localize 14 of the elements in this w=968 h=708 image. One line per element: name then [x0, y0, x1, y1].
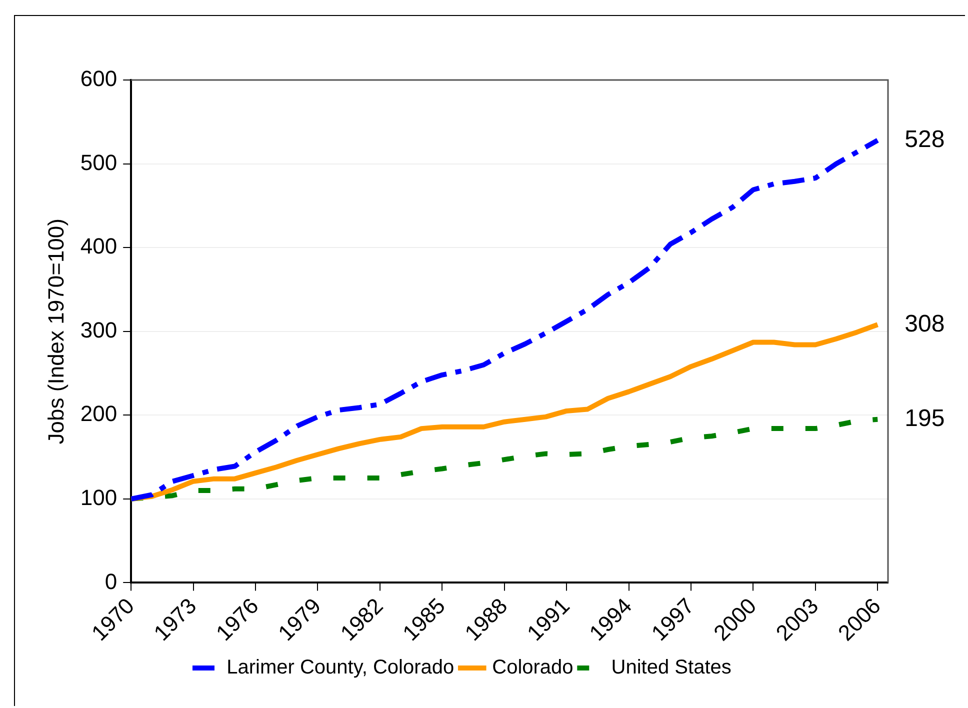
- y-tick-label: 300: [80, 317, 118, 342]
- y-tick-label: 100: [80, 485, 118, 510]
- data-label: 308: [904, 310, 945, 338]
- y-tick-label: 400: [80, 234, 118, 259]
- y-tick-label: 200: [80, 401, 118, 426]
- data-label: 195: [904, 404, 945, 432]
- y-tick-label: 0: [104, 568, 118, 594]
- legend-label: United States: [611, 656, 732, 679]
- legend-label: Colorado: [492, 656, 574, 679]
- data-label: 528: [904, 126, 945, 153]
- y-tick-label: 600: [80, 66, 118, 92]
- legend-label: Larimer County, Colorado: [226, 656, 454, 679]
- y-tick-label: 500: [80, 150, 118, 175]
- y-axis-title: Jobs (Index 1970=100): [43, 218, 68, 444]
